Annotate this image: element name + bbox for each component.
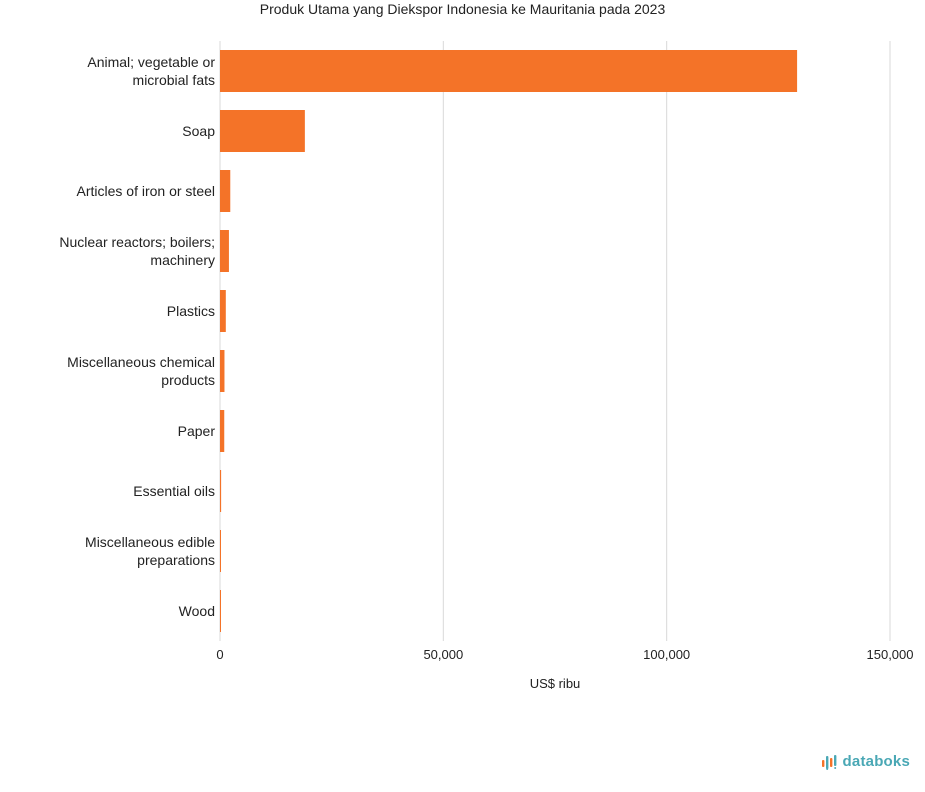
bars [220, 50, 798, 632]
category-label: Plastics [167, 303, 215, 319]
category-label-line: Nuclear reactors; boilers; [59, 234, 215, 250]
category-label-line: machinery [150, 252, 215, 268]
category-label-line: Wood [179, 603, 215, 619]
category-label-line: Miscellaneous edible [85, 534, 215, 550]
category-label-line: Essential oils [133, 483, 215, 499]
bar [220, 290, 226, 332]
x-tick-label: 0 [216, 647, 223, 662]
category-label-line: Miscellaneous chemical [67, 354, 215, 370]
bar [220, 410, 225, 452]
x-tick-label: 50,000 [423, 647, 463, 662]
category-label-line: Animal; vegetable or [87, 54, 215, 70]
bar [220, 590, 221, 632]
category-label-line: preparations [137, 552, 215, 568]
category-label: Nuclear reactors; boilers; machinery [59, 234, 215, 268]
category-label: Paper [178, 423, 216, 439]
bar [220, 230, 229, 272]
category-label-line: Plastics [167, 303, 215, 319]
x-axis-title: US$ ribu [530, 676, 581, 691]
databoks-logo-icon [821, 754, 836, 770]
x-tick-labels: 0 50,000 100,000 150,000 [216, 647, 913, 662]
category-label: Articles of iron or steel [77, 183, 216, 199]
grid-lines [219, 41, 891, 641]
bar [220, 110, 305, 152]
category-label-line: Paper [178, 423, 216, 439]
category-label: Essential oils [133, 483, 215, 499]
bar [220, 470, 222, 512]
category-label: Miscellaneous edible preparations [85, 534, 215, 568]
chart-title: Produk Utama yang Diekspor Indonesia ke … [259, 1, 666, 17]
category-label: Animal; vegetable or microbial fats [87, 54, 215, 88]
category-labels: Animal; vegetable or microbial fats Soap Ar… [59, 54, 215, 619]
category-label-line: microbial fats [133, 72, 215, 88]
category-label-line: Soap [182, 123, 215, 139]
bar [220, 350, 225, 392]
databoks-brand: databoks [821, 753, 910, 770]
bar [220, 170, 231, 212]
category-label-line: products [161, 372, 215, 388]
bar [220, 530, 221, 572]
category-label: Miscellaneous chemical products [67, 354, 215, 388]
x-tick-label: 100,000 [643, 647, 690, 662]
bar [220, 50, 798, 92]
category-label-line: Articles of iron or steel [77, 183, 216, 199]
category-label: Soap [182, 123, 215, 139]
databoks-logo-text: databoks [842, 753, 910, 770]
category-label: Wood [179, 603, 215, 619]
x-tick-label: 150,000 [867, 647, 914, 662]
